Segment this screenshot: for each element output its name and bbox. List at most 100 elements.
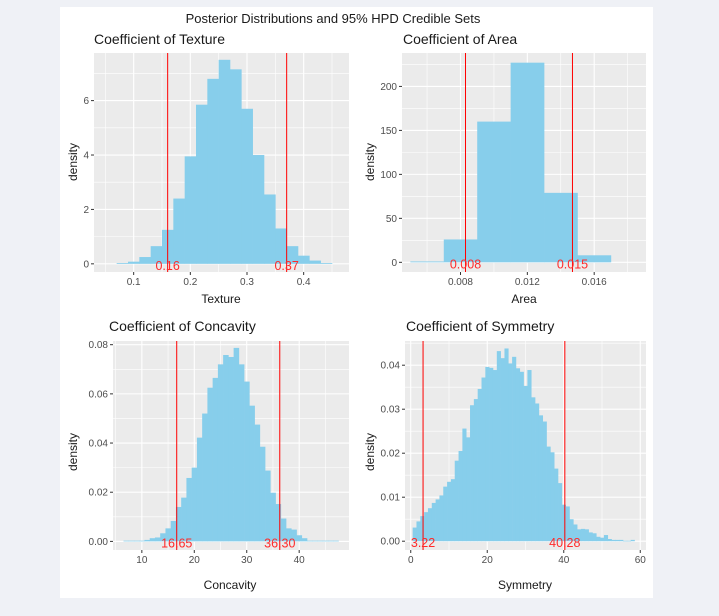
histogram-bar — [523, 385, 528, 542]
hpd-upper-label: 36.30 — [264, 536, 295, 550]
y-tick-label: 6 — [83, 96, 89, 107]
x-tick-label: 20 — [189, 555, 201, 566]
y-tick-label: 200 — [380, 82, 397, 93]
panel-symmetry: Coefficient of Symmetry Symmetry density… — [363, 318, 646, 592]
histogram-bar — [275, 228, 287, 264]
x-tick-label: 0 — [408, 555, 414, 566]
histogram-bar — [149, 538, 156, 542]
histogram-bar — [212, 377, 219, 542]
histogram-bar — [466, 437, 471, 542]
histogram-bar — [615, 539, 620, 542]
y-axis-label: density — [66, 433, 80, 471]
histogram-bar — [275, 504, 282, 542]
histogram-bar — [254, 424, 261, 542]
histogram-bar — [577, 255, 612, 263]
hpd-lower-label: 0.16 — [155, 259, 179, 273]
y-tick-label: 2 — [83, 205, 89, 216]
histogram-bar — [191, 467, 198, 542]
histogram-bar — [333, 540, 339, 542]
histogram-bar — [184, 156, 197, 264]
y-axis-label: density — [66, 143, 80, 181]
histogram-bar — [309, 260, 321, 264]
x-axis-label: Symmetry — [498, 578, 552, 592]
histogram-bar — [435, 499, 440, 542]
histogram-bar — [196, 104, 208, 264]
histogram-bar — [252, 155, 265, 264]
histogram-bar — [420, 516, 425, 542]
histogram-bar — [202, 413, 208, 542]
figure-canvas: Posterior Distributions and 95% HPD Cred… — [66, 11, 646, 592]
panel-title: Coefficient of Symmetry — [406, 318, 554, 334]
histogram-bar — [623, 540, 628, 542]
histogram-bar — [431, 502, 436, 542]
histogram-bar — [170, 520, 177, 542]
y-tick-label: 0.01 — [381, 493, 401, 504]
x-tick-label: 20 — [482, 555, 494, 566]
histogram-bar — [175, 506, 182, 542]
panel-area: Coefficient of Area Area density 0.008 0.… — [363, 31, 646, 306]
histogram-bar — [531, 397, 536, 542]
panel-title: Coefficient of Texture — [94, 31, 225, 47]
histogram-bar — [462, 428, 467, 542]
y-tick-label: 4 — [83, 151, 89, 162]
histogram-bar — [538, 415, 544, 542]
y-tick-label: 0.02 — [89, 488, 109, 499]
panel-title: Coefficient of Concavity — [109, 318, 256, 334]
histogram-bar — [565, 506, 570, 542]
histogram-bar — [296, 535, 303, 542]
histogram-bar — [607, 539, 612, 542]
histogram-bar — [128, 261, 140, 264]
y-tick-label: 0.04 — [89, 439, 109, 450]
histogram-bar — [584, 529, 589, 542]
histogram-bar — [454, 460, 459, 542]
histogram-bar — [492, 370, 498, 542]
histogram-bar — [458, 451, 463, 542]
histogram-bar — [228, 356, 234, 542]
x-tick-label: 0.012 — [515, 277, 540, 288]
histogram-bar — [603, 535, 609, 542]
histogram-bar — [626, 540, 631, 542]
histogram-bar — [280, 518, 287, 542]
x-tick-label: 0.3 — [240, 277, 254, 288]
hpd-lower-label: 3.22 — [411, 536, 435, 550]
histogram-bar — [600, 537, 605, 542]
histogram-bar — [424, 512, 429, 542]
x-tick-label: 0.016 — [582, 277, 607, 288]
histogram-bar — [207, 387, 213, 542]
y-tick-label: 150 — [380, 126, 397, 137]
histogram-bar — [416, 521, 421, 542]
panel-texture: Coefficient of Texture Texture density 0… — [66, 31, 349, 306]
histogram-bar — [519, 371, 524, 542]
y-tick-label: 0 — [391, 258, 397, 269]
y-tick-label: 0.02 — [381, 449, 401, 460]
x-tick-label: 0.1 — [127, 277, 141, 288]
histogram-bar — [508, 363, 513, 542]
histogram-bar — [485, 366, 490, 542]
histogram-bar — [317, 540, 324, 542]
histogram-bar — [207, 78, 219, 264]
figure-card: Posterior Distributions and 95% HPD Cred… — [60, 7, 653, 598]
histogram-bar — [439, 495, 444, 542]
histogram-bar — [546, 446, 551, 542]
histogram-bar — [500, 358, 505, 542]
histogram-bar — [320, 263, 333, 264]
histogram-bar — [542, 421, 547, 542]
histogram-bar — [238, 364, 245, 542]
histogram-bar — [139, 540, 145, 542]
histogram-bar — [150, 246, 163, 264]
histogram-bar — [558, 483, 563, 542]
histogram-bar — [144, 539, 151, 542]
histogram-bar — [510, 62, 545, 263]
histogram-bar — [133, 540, 140, 542]
histogram-bar — [241, 108, 253, 264]
histogram-bar — [196, 437, 203, 542]
histogram-bar — [270, 492, 276, 542]
histogram-bar — [301, 538, 308, 542]
x-tick-label: 10 — [136, 555, 148, 566]
y-axis-label: density — [363, 433, 377, 471]
y-tick-label: 0 — [83, 259, 89, 270]
y-tick-label: 0.08 — [89, 340, 109, 351]
histogram-bar — [477, 388, 482, 542]
x-tick-label: 40 — [294, 555, 306, 566]
histogram-bar — [181, 497, 187, 542]
